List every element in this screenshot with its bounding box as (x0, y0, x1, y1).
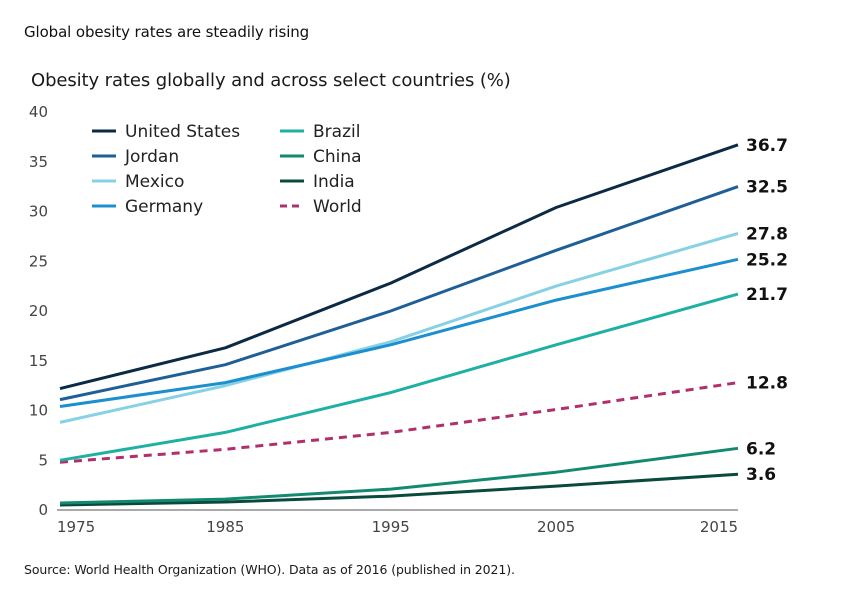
series-line-world (59, 381, 739, 464)
y-tick-label: 0 (38, 501, 48, 519)
y-tick-label: 15 (29, 352, 48, 370)
series-line-jordan (59, 185, 739, 402)
legend-item-mexico: Mexico (92, 172, 184, 192)
x-tick-label: 1995 (372, 518, 410, 536)
legend-item-united-states: United States (92, 122, 240, 142)
y-tick-label: 5 (38, 451, 48, 469)
legend-label: China (313, 147, 362, 167)
chart-subtitle: Obesity rates globally and across select… (31, 70, 511, 91)
y-tick-label: 40 (29, 103, 48, 121)
end-label-united-states: 36.7 (746, 136, 788, 156)
x-tick-label: 1985 (206, 518, 244, 536)
series-line-mexico (59, 231, 739, 424)
end-label-world: 12.8 (746, 374, 788, 394)
y-tick-label: 20 (29, 302, 48, 320)
y-tick-label: 35 (29, 153, 48, 171)
series-line-brazil (59, 292, 739, 462)
series-line-china (59, 446, 739, 505)
legend-item-china: China (280, 147, 362, 167)
legend-label: Mexico (125, 172, 184, 192)
legend-label: United States (125, 122, 240, 142)
legend-label: World (313, 197, 362, 217)
legend-item-brazil: Brazil (280, 122, 360, 142)
x-tick-label: 1975 (57, 518, 95, 536)
x-tick-label: 2015 (700, 518, 738, 536)
legend-label: Brazil (313, 122, 360, 142)
series-line-united-states (59, 143, 739, 391)
end-label-china: 6.2 (746, 439, 776, 459)
legend-item-germany: Germany (92, 197, 203, 217)
end-label-mexico: 27.8 (746, 224, 788, 244)
y-tick-label: 30 (29, 203, 48, 221)
end-label-india: 3.6 (746, 465, 776, 485)
end-label-brazil: 21.7 (746, 285, 788, 305)
legend-item-world: World (280, 197, 362, 217)
chart-end-labels: 36.7 32.5 27.8 25.2 21.7 6.2 3.6 12.8 (746, 136, 788, 485)
legend-item-jordan: Jordan (92, 147, 179, 167)
chart-series-lines (59, 143, 739, 507)
legend-label: India (313, 172, 355, 192)
y-tick-label: 25 (29, 252, 48, 270)
chart-axes: 0 5 10 15 20 25 30 35 40 1975 1985 1995 2005 2015 (29, 103, 738, 536)
source-note: Source: World Health Organization (WHO).… (24, 562, 515, 577)
chart-title: Global obesity rates are steadily rising (24, 23, 310, 41)
end-label-germany: 25.2 (746, 250, 788, 270)
y-tick-label: 10 (29, 402, 48, 420)
x-tick-label: 2005 (537, 518, 575, 536)
chart-legend: United States Jordan Mexico Germany Brazil Ch… (92, 122, 362, 217)
legend-label: Germany (125, 197, 203, 217)
legend-item-india: India (280, 172, 355, 192)
legend-label: Jordan (124, 147, 179, 167)
series-line-india (59, 472, 739, 507)
end-label-jordan: 32.5 (746, 178, 788, 198)
series-line-germany (59, 257, 739, 408)
